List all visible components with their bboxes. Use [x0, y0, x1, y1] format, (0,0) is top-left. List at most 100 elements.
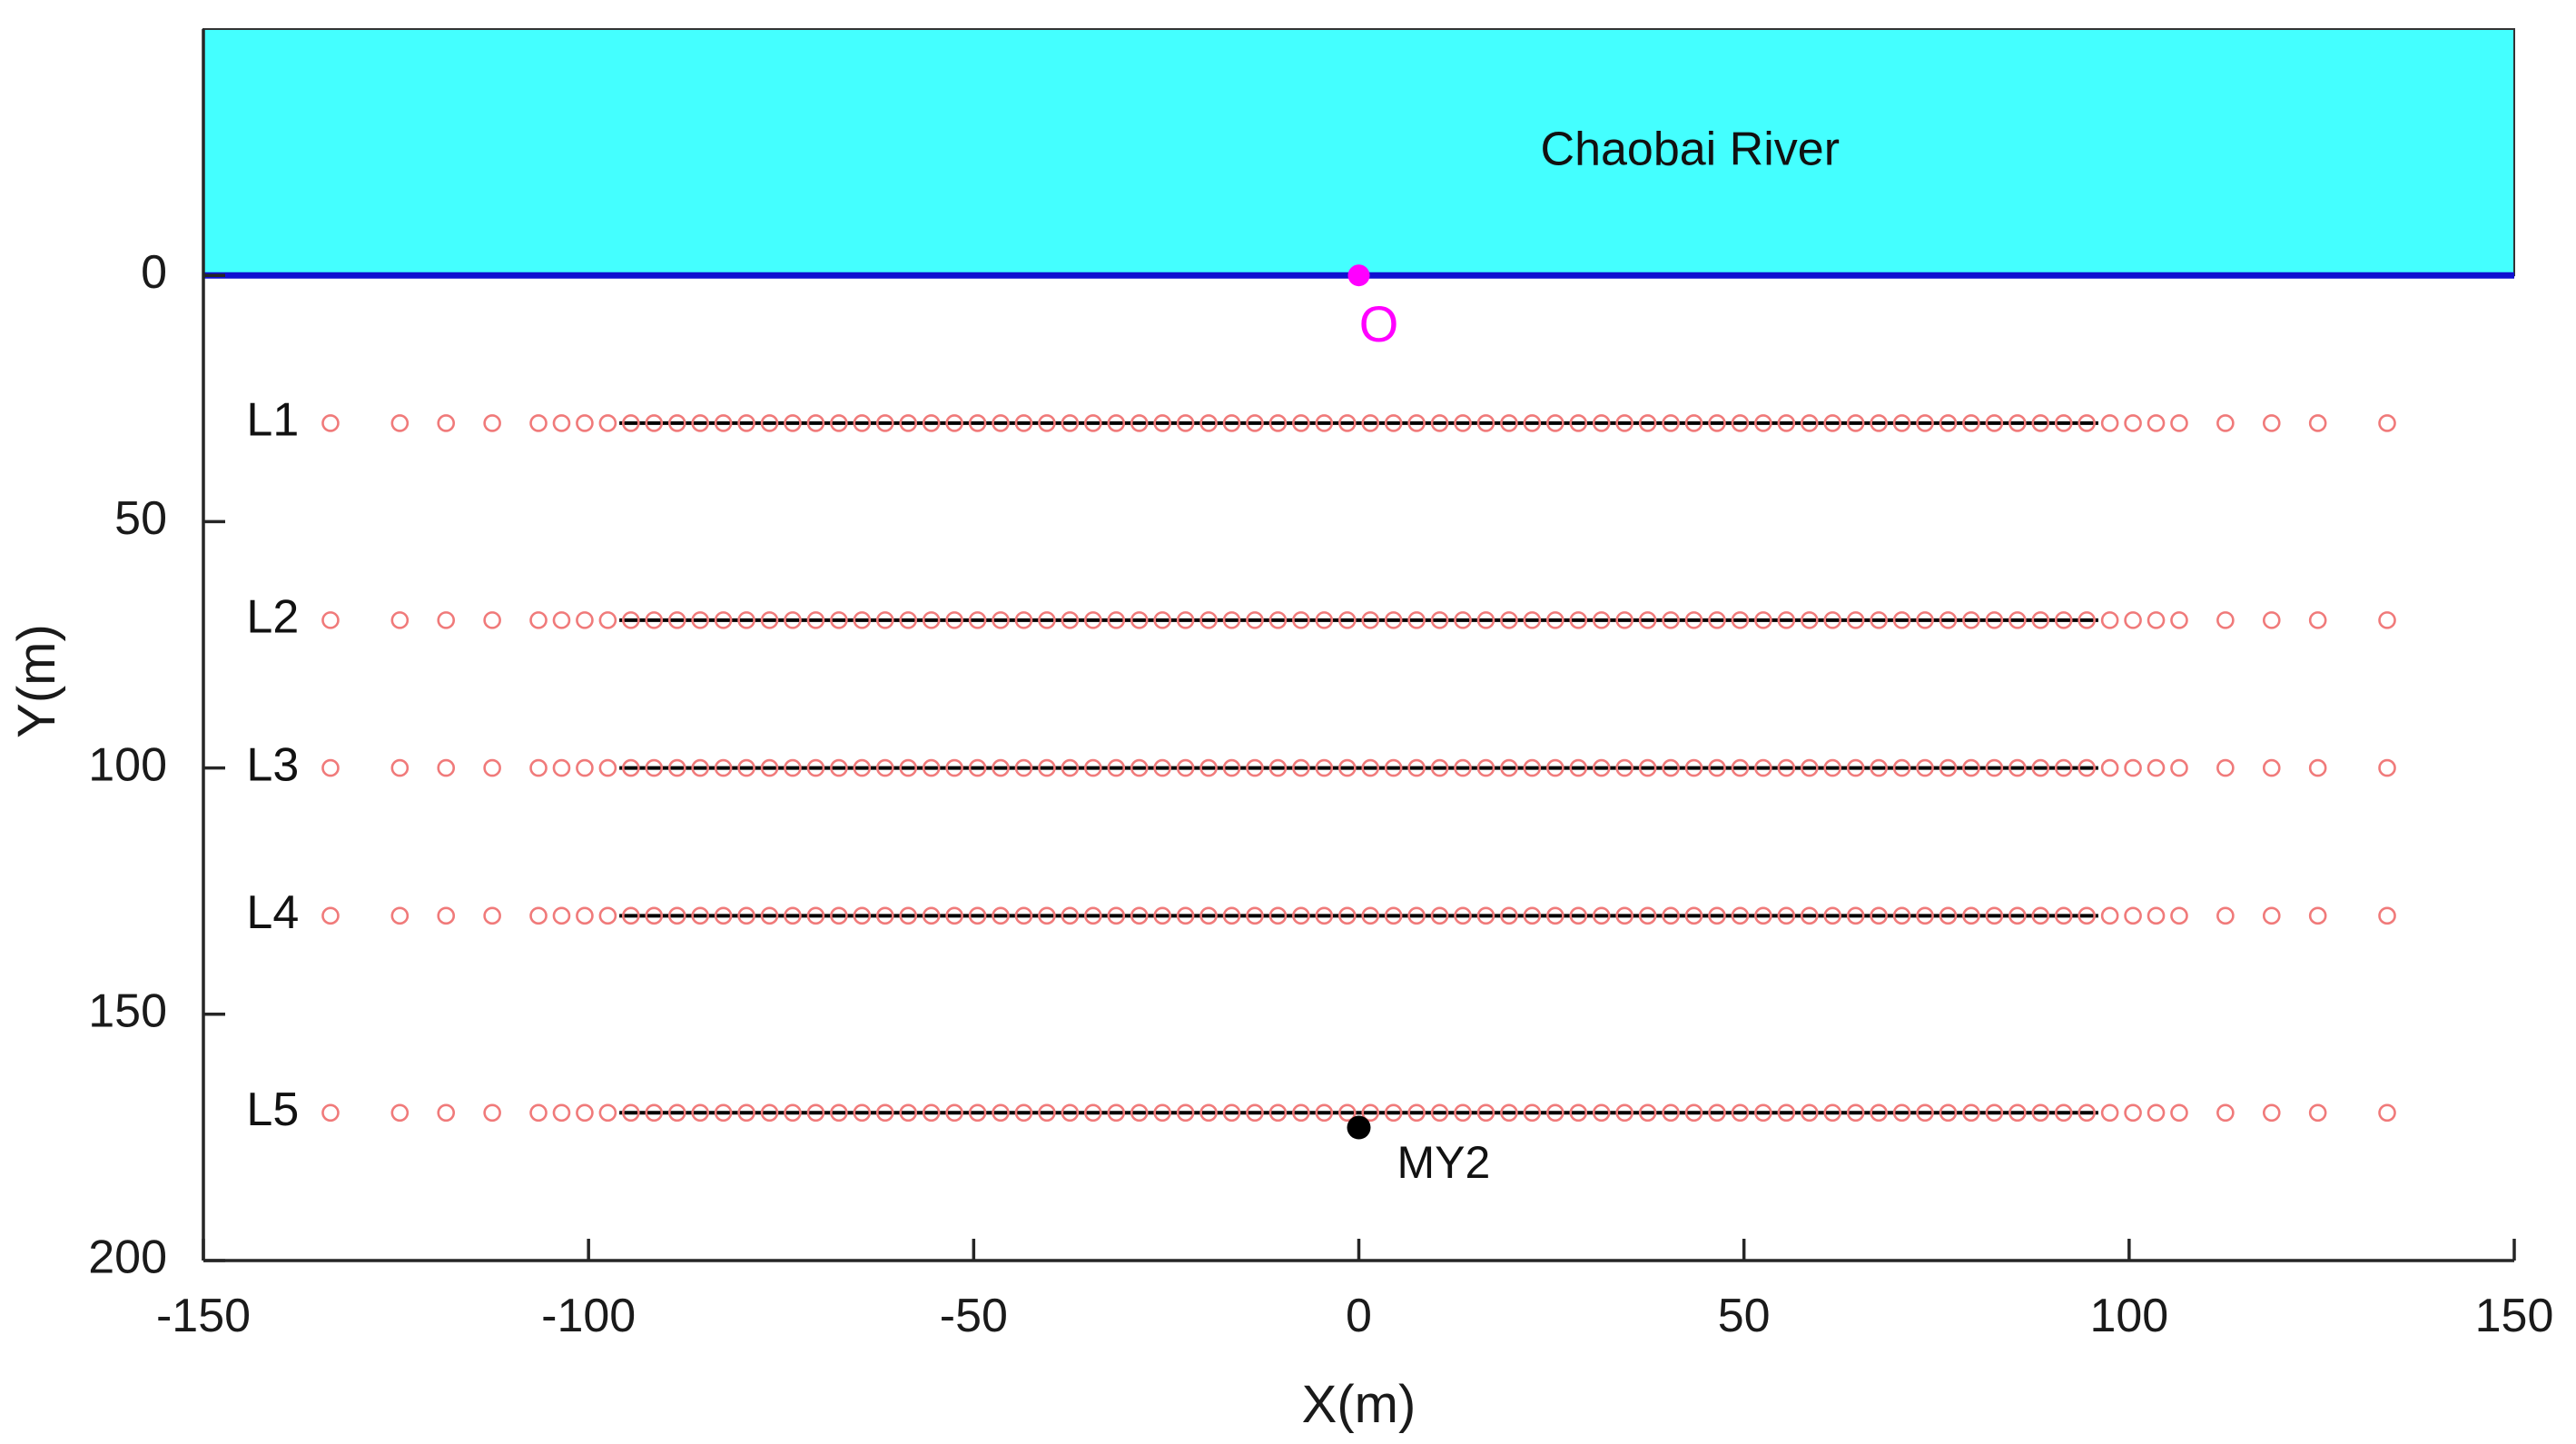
survey-point — [691, 611, 709, 629]
y-tick-label: 150 — [88, 985, 167, 1038]
survey-point — [1985, 1103, 2004, 1123]
survey-point — [1985, 414, 2004, 432]
survey-point — [1153, 414, 1171, 432]
survey-point — [529, 611, 548, 629]
survey-point — [1870, 906, 1888, 925]
survey-point — [806, 1103, 825, 1123]
survey-point — [875, 1103, 894, 1123]
survey-point — [760, 758, 779, 777]
survey-point — [1777, 758, 1796, 777]
survey-point — [1500, 611, 1518, 629]
survey-point — [598, 1103, 617, 1123]
survey-point — [483, 611, 501, 629]
survey-point — [922, 906, 941, 925]
survey-point — [1084, 414, 1102, 432]
survey-point — [784, 611, 802, 629]
survey-point — [645, 906, 664, 925]
survey-point — [1407, 1103, 1426, 1123]
survey-point — [1500, 1103, 1518, 1123]
survey-point — [1916, 1103, 1934, 1123]
survey-point — [1176, 906, 1195, 925]
survey-point — [1246, 414, 1264, 432]
survey-point — [1662, 1103, 1680, 1123]
survey-point — [1176, 1103, 1195, 1123]
survey-point — [945, 414, 963, 432]
survey-point — [1615, 906, 1633, 925]
survey-point — [1246, 758, 1264, 777]
survey-point — [1337, 758, 1357, 777]
survey-point — [1454, 611, 1472, 629]
survey-point — [1153, 611, 1171, 629]
survey-point — [2054, 758, 2073, 777]
x-tick-label: 0 — [1346, 1290, 1372, 1342]
survey-point — [875, 906, 894, 925]
survey-point — [784, 414, 802, 432]
survey-point — [483, 906, 501, 925]
survey-point — [922, 611, 941, 629]
line-label-l3: L3 — [246, 738, 299, 791]
survey-point — [1684, 1103, 1703, 1123]
survey-point — [2147, 758, 2166, 777]
survey-point — [1939, 414, 1958, 432]
survey-point — [2378, 906, 2396, 925]
survey-point — [1337, 1103, 1357, 1123]
survey-point — [2170, 1103, 2188, 1123]
survey-point — [737, 611, 755, 629]
survey-point — [1315, 414, 1334, 432]
survey-point — [1153, 906, 1171, 925]
survey-point — [1084, 611, 1102, 629]
river-label: Chaobai River — [1541, 123, 1841, 175]
survey-point — [1176, 758, 1195, 777]
survey-point — [1916, 906, 1934, 925]
survey-point — [760, 1103, 779, 1123]
survey-point — [2008, 414, 2027, 432]
survey-point — [1592, 906, 1611, 925]
survey-point — [576, 414, 594, 432]
survey-point — [2078, 906, 2096, 925]
survey-point — [714, 611, 733, 629]
survey-point — [321, 414, 340, 432]
survey-point — [830, 1103, 848, 1123]
survey-point — [2124, 906, 2142, 925]
survey-point — [1038, 611, 1056, 629]
survey-point — [875, 414, 894, 432]
survey-point — [1222, 1103, 1241, 1123]
survey-point — [1939, 758, 1958, 777]
survey-point — [1800, 1103, 1819, 1123]
survey-point — [1130, 414, 1149, 432]
survey-point — [1892, 611, 1911, 629]
survey-point — [576, 758, 594, 777]
survey-points-group — [321, 414, 2396, 1123]
survey-point — [1638, 758, 1657, 777]
survey-point — [1476, 758, 1495, 777]
survey-point — [737, 414, 755, 432]
survey-point — [992, 1103, 1010, 1123]
survey-point — [1107, 758, 1126, 777]
survey-point — [1962, 1103, 1980, 1123]
survey-point — [437, 414, 456, 432]
survey-point — [830, 611, 848, 629]
survey-point — [1199, 758, 1218, 777]
line-label-l1: L1 — [246, 394, 299, 447]
survey-point — [1038, 758, 1056, 777]
survey-point — [1315, 1103, 1334, 1123]
survey-point — [1962, 906, 1980, 925]
survey-point — [1268, 414, 1288, 432]
survey-point — [1061, 611, 1080, 629]
survey-point — [853, 611, 872, 629]
survey-point — [1569, 611, 1588, 629]
survey-point — [1061, 758, 1080, 777]
survey-point — [1569, 906, 1588, 925]
survey-point — [667, 611, 686, 629]
survey-point — [2124, 414, 2142, 432]
survey-point — [1107, 611, 1126, 629]
survey-point — [968, 611, 987, 629]
survey-point — [2170, 414, 2188, 432]
survey-point — [529, 1103, 548, 1123]
survey-point — [1361, 1103, 1380, 1123]
survey-point — [1246, 906, 1264, 925]
survey-point — [830, 758, 848, 777]
survey-point — [1384, 1103, 1403, 1123]
survey-point — [1084, 906, 1102, 925]
